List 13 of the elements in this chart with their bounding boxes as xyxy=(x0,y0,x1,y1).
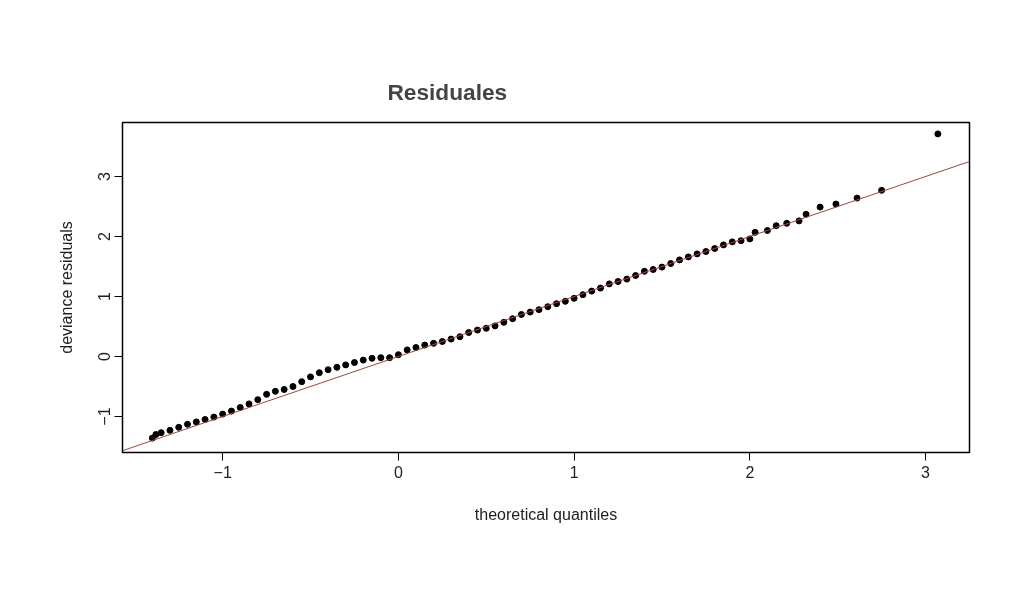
x-tick-label: 3 xyxy=(921,463,931,481)
y-tick-label: 0 xyxy=(95,351,113,361)
x-tick-label: −1 xyxy=(213,463,232,481)
x-tick-label: 1 xyxy=(569,463,579,481)
x-axis-title: theoretical quantiles xyxy=(474,505,618,523)
x-tick-label: 0 xyxy=(393,463,403,481)
y-tick-label: 3 xyxy=(95,171,113,181)
y-tick-label: −1 xyxy=(95,407,113,426)
y-axis-title: deviance residuals xyxy=(57,221,75,354)
x-tick-label: 2 xyxy=(745,463,755,481)
y-tick-label: 1 xyxy=(95,291,113,301)
chart-title: Residuales xyxy=(387,79,508,105)
y-tick-label: 2 xyxy=(95,231,113,241)
